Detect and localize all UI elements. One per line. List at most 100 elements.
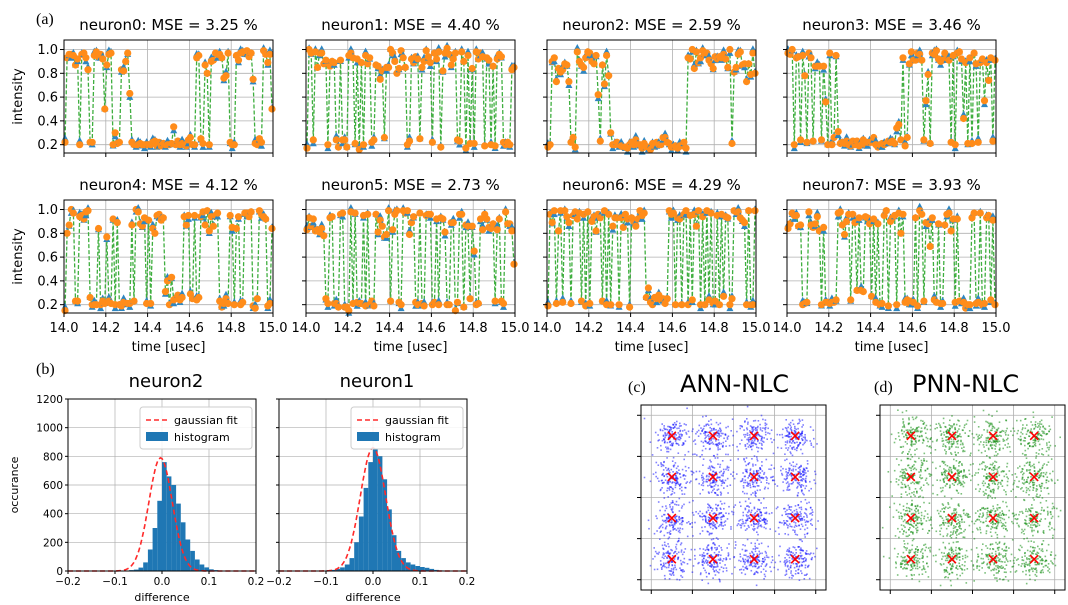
target-point xyxy=(749,49,757,57)
scatter-point xyxy=(750,509,753,512)
scatter-point xyxy=(1038,449,1041,451)
scatter-point xyxy=(908,488,911,491)
target-point xyxy=(443,44,451,52)
target-point xyxy=(203,69,211,77)
scatter-point xyxy=(907,422,910,425)
scatter-point xyxy=(706,474,708,477)
target-point xyxy=(980,97,989,105)
scatter-point xyxy=(783,523,785,526)
scatter-point xyxy=(754,563,757,565)
target-point xyxy=(74,55,82,63)
scatter-point xyxy=(701,449,704,452)
scatter-point xyxy=(795,549,797,551)
scatter-point xyxy=(977,437,980,440)
scatter-point xyxy=(722,570,724,573)
scatter-point xyxy=(918,471,920,473)
scatter-point xyxy=(992,426,995,428)
target-point xyxy=(111,129,119,137)
target-point xyxy=(359,141,368,149)
target-point xyxy=(715,301,724,309)
scatter-point xyxy=(673,492,676,494)
scatter-point xyxy=(913,434,916,437)
scatter-point xyxy=(675,423,677,426)
scatter-point xyxy=(776,485,779,487)
scatter-point xyxy=(675,515,677,518)
target-point xyxy=(186,133,194,142)
scatter-point xyxy=(904,486,907,488)
scatter-point xyxy=(760,447,763,449)
scatter-point xyxy=(791,525,793,528)
histogram-bar xyxy=(391,535,397,571)
scatter-point xyxy=(771,441,773,444)
scatter-point xyxy=(675,504,678,506)
scatter-point xyxy=(994,439,997,441)
scatter-point xyxy=(955,423,958,426)
scatter-point xyxy=(671,481,674,483)
subplot-title: neuron2: MSE = 2.59 % xyxy=(562,16,741,34)
scatter-point xyxy=(1019,419,1022,422)
scatter-point xyxy=(717,555,719,557)
target-point xyxy=(594,91,602,99)
scatter-point xyxy=(759,427,762,429)
scatter-point xyxy=(787,472,790,474)
scatter-point xyxy=(992,439,995,442)
scatter-point xyxy=(675,548,678,550)
scatter-point xyxy=(654,550,657,553)
scatter-point xyxy=(788,467,790,470)
scatter-point xyxy=(674,564,676,567)
scatter-point xyxy=(681,444,684,446)
scatter-point xyxy=(726,467,729,469)
scatter-point xyxy=(746,442,749,445)
target-point xyxy=(343,143,351,151)
subplot-title: neuron1: MSE = 4.40 % xyxy=(321,16,500,34)
scatter-point xyxy=(716,435,719,437)
scatter-point xyxy=(757,469,760,472)
target-point xyxy=(803,298,811,306)
scatter-point xyxy=(709,467,711,469)
target-point xyxy=(266,50,274,58)
scatter-point xyxy=(902,422,905,424)
target-point xyxy=(619,223,627,231)
target-point xyxy=(460,57,468,65)
scatter-point xyxy=(1037,430,1040,433)
subplot-title: neuron7: MSE = 3.93 % xyxy=(802,176,981,194)
scatter-point xyxy=(709,507,712,509)
scatter-point xyxy=(681,553,684,556)
scatter-point xyxy=(667,467,670,470)
scatter-point xyxy=(788,423,790,426)
scatter-point xyxy=(701,430,703,432)
scatter-point xyxy=(751,428,754,431)
scatter-point xyxy=(778,554,780,557)
cluster-center-marker xyxy=(749,431,759,441)
scatter-point xyxy=(791,558,793,560)
scatter-point xyxy=(659,560,662,562)
scatter-point xyxy=(807,470,809,472)
target-point xyxy=(745,60,753,68)
histogram-bar xyxy=(199,564,205,571)
scatter-point xyxy=(725,426,727,429)
scatter-point xyxy=(784,522,787,524)
scatter-point xyxy=(754,438,756,441)
scatter-point xyxy=(700,572,702,574)
scatter-point xyxy=(749,430,751,432)
scatter-point xyxy=(756,514,759,517)
scatter-point xyxy=(1059,436,1061,439)
scatter-point xyxy=(765,527,767,530)
scatter-point xyxy=(680,521,683,524)
scatter-point xyxy=(797,471,799,473)
scatter-point xyxy=(1021,428,1024,431)
x-tick-label: 14.6 xyxy=(175,321,204,336)
histogram-bar xyxy=(340,567,345,571)
scatter-point xyxy=(942,443,945,445)
scatter-point xyxy=(784,444,787,446)
scatter-point xyxy=(792,470,795,472)
histogram-bar xyxy=(133,569,139,571)
scatter-point xyxy=(757,433,759,435)
scatter-point xyxy=(684,454,686,456)
scatter-point xyxy=(668,489,671,491)
scatter-point xyxy=(749,468,752,470)
scatter-point xyxy=(1005,434,1007,436)
target-point xyxy=(797,136,805,144)
target-point xyxy=(247,208,255,216)
scatter-point xyxy=(766,520,768,522)
